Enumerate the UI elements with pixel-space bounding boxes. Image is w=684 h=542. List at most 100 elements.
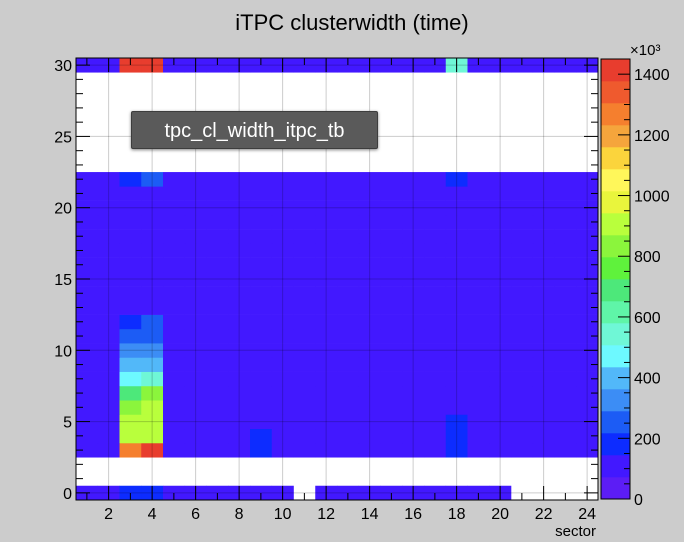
heatmap-cell <box>489 442 512 458</box>
y-tick-label: 25 <box>54 129 72 146</box>
heatmap-cell <box>163 172 186 187</box>
color-scale-tick-label: 600 <box>634 310 661 327</box>
heatmap-cell <box>163 371 186 387</box>
heatmap-cell <box>576 300 599 315</box>
heatmap-cell <box>445 400 468 415</box>
color-scale-swatch <box>601 59 630 82</box>
heatmap-cell <box>206 286 229 301</box>
heatmap-cell <box>445 229 468 244</box>
heatmap-cell <box>184 214 207 230</box>
heatmap-cell <box>141 186 164 201</box>
heatmap-cell <box>511 243 534 258</box>
heatmap-cell <box>228 286 251 301</box>
heatmap-cell <box>97 314 120 330</box>
heatmap-cell <box>489 257 512 273</box>
heatmap-cell <box>315 186 338 201</box>
heatmap-cell <box>76 428 99 444</box>
heatmap-cell <box>402 286 425 301</box>
histogram-name-tooltip: tpc_cl_width_itpc_tb <box>131 111 378 149</box>
heatmap-cell <box>184 172 207 187</box>
heatmap-cell <box>184 371 207 387</box>
heatmap-cell <box>445 257 468 273</box>
color-scale-tick-label: 400 <box>634 371 661 388</box>
color-scale-swatch <box>601 169 630 192</box>
x-tick-label: 6 <box>191 506 200 523</box>
color-scale-swatch <box>601 191 630 214</box>
heatmap-cell <box>511 58 534 73</box>
heatmap-cell <box>445 314 468 330</box>
heatmap-cell <box>163 328 186 344</box>
heatmap-cell <box>76 314 99 330</box>
heatmap-cell <box>467 328 490 344</box>
heatmap-cell <box>358 286 381 301</box>
heatmap-cell <box>141 442 164 458</box>
heatmap-cell <box>511 371 534 387</box>
heatmap-cell <box>380 271 403 287</box>
heatmap-cell <box>184 385 207 401</box>
heatmap-cell <box>511 229 534 244</box>
heatmap-cell <box>445 200 468 216</box>
heatmap-cell <box>424 200 447 216</box>
heatmap-cell <box>467 442 490 458</box>
heatmap-cell <box>271 343 294 358</box>
heatmap-cell <box>337 414 360 430</box>
color-scale-swatch <box>601 279 630 302</box>
heatmap-cell <box>358 357 381 372</box>
heatmap-cell <box>206 385 229 401</box>
heatmap-cell <box>228 371 251 387</box>
heatmap-cell <box>554 428 577 444</box>
heatmap-cell <box>206 186 229 201</box>
heatmap-cell <box>141 385 164 401</box>
y-tick-label: 0 <box>63 486 72 503</box>
heatmap-cell <box>184 243 207 258</box>
heatmap-cell <box>250 229 273 244</box>
heatmap-cell <box>467 300 490 315</box>
heatmap-cell <box>380 257 403 273</box>
heatmap-cell <box>467 172 490 187</box>
heatmap-cell <box>315 328 338 344</box>
heatmap-cell <box>163 343 186 358</box>
heatmap-cell <box>97 428 120 444</box>
heatmap-cell <box>271 229 294 244</box>
heatmap-cell <box>141 414 164 430</box>
heatmap-cell <box>206 428 229 444</box>
heatmap-cell <box>141 300 164 315</box>
heatmap-cell <box>380 357 403 372</box>
heatmap-cell <box>184 343 207 358</box>
heatmap-cell <box>380 300 403 315</box>
heatmap-cell <box>380 343 403 358</box>
heatmap-cell <box>554 314 577 330</box>
heatmap-cell <box>141 428 164 444</box>
heatmap-cell <box>424 243 447 258</box>
heatmap-cell <box>337 286 360 301</box>
heatmap-cell <box>184 442 207 458</box>
heatmap-cell <box>293 400 316 415</box>
color-scale-swatch <box>601 477 630 500</box>
heatmap-cell <box>380 229 403 244</box>
heatmap-cell <box>250 214 273 230</box>
y-axis: 0 5 10 15 20 25 30 <box>54 58 598 503</box>
x-tick-label: 16 <box>404 506 422 523</box>
color-scale-tick-label: 200 <box>634 431 661 448</box>
heatmap-cell <box>424 314 447 330</box>
color-scale-tick-label: 1000 <box>634 189 670 206</box>
heatmap-cell <box>358 385 381 401</box>
heatmap-cell <box>337 200 360 216</box>
heatmap-cell <box>141 200 164 216</box>
x-tick-label: 4 <box>148 506 157 523</box>
heatmap-cell <box>532 286 555 301</box>
heatmap-cell <box>511 186 534 201</box>
heatmap-cell <box>206 271 229 287</box>
heatmap-cell <box>402 442 425 458</box>
color-scale-swatch <box>601 389 630 412</box>
heatmap-cell <box>163 257 186 273</box>
heatmap-cell <box>532 314 555 330</box>
heatmap-cell <box>250 257 273 273</box>
heatmap-cell <box>380 328 403 344</box>
heatmap-cell <box>271 357 294 372</box>
x-tick-label: 22 <box>535 506 553 523</box>
heatmap-cell <box>511 257 534 273</box>
heatmap-cell <box>358 371 381 387</box>
heatmap-cell <box>228 357 251 372</box>
heatmap-cell <box>315 243 338 258</box>
